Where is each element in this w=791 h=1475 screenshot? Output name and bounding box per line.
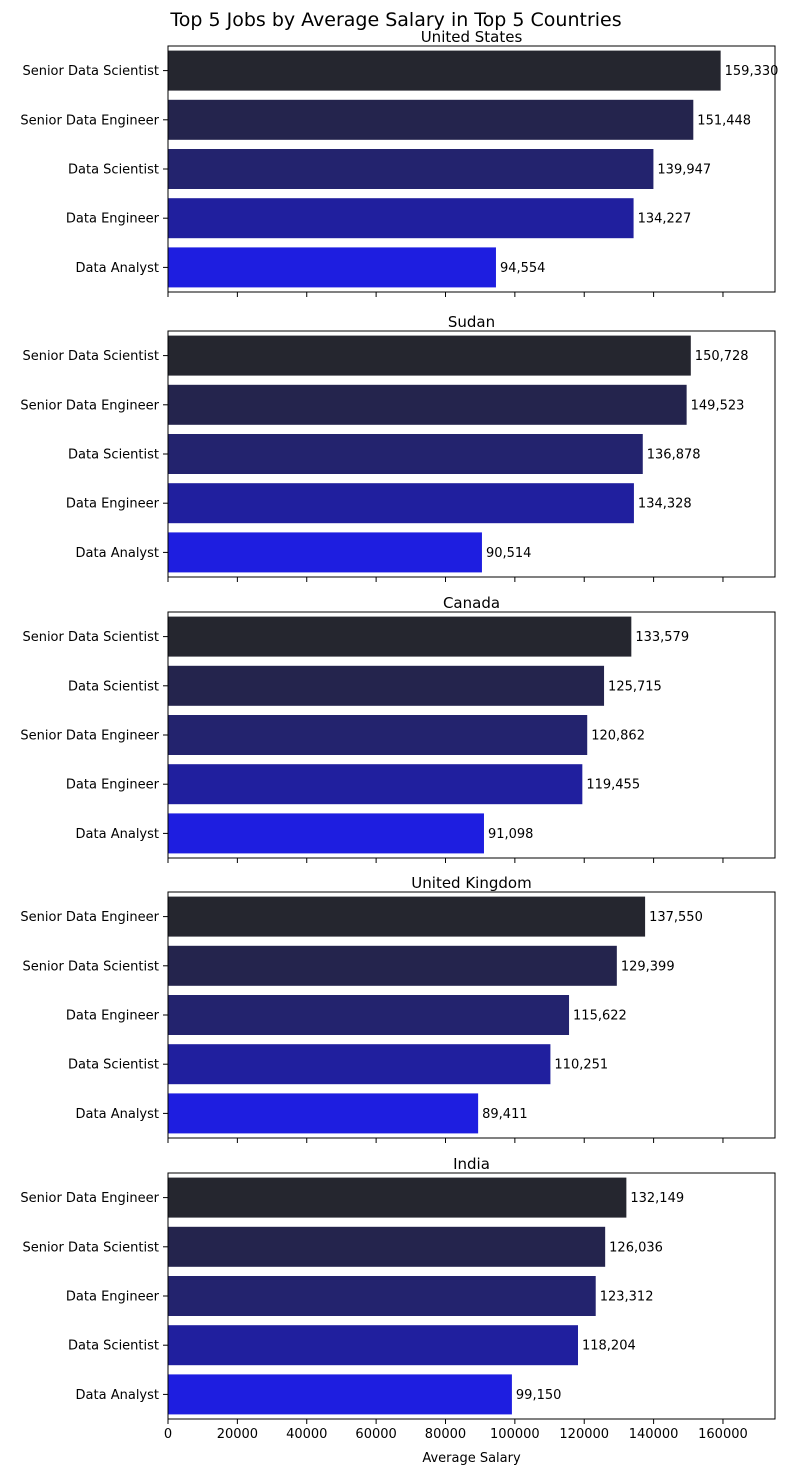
- category-label: Senior Data Engineer: [20, 113, 159, 128]
- value-label: 133,579: [635, 630, 689, 645]
- bar: [168, 813, 484, 854]
- bar: [168, 434, 643, 474]
- value-label: 134,328: [638, 497, 692, 512]
- bar: [168, 247, 496, 288]
- category-label: Data Engineer: [66, 497, 160, 512]
- x-tick-label: 40000: [286, 1427, 327, 1442]
- category-label: Senior Data Engineer: [20, 398, 159, 413]
- x-tick-label: 0: [164, 1427, 172, 1442]
- bar: [168, 198, 634, 239]
- value-label: 159,330: [725, 64, 779, 79]
- bar: [168, 715, 588, 755]
- bar: [168, 1325, 578, 1366]
- value-label: 125,715: [608, 679, 662, 694]
- bar: [168, 335, 691, 376]
- bar: [168, 896, 646, 937]
- bar: [168, 1226, 606, 1267]
- bar: [168, 50, 721, 91]
- value-label: 132,149: [630, 1191, 684, 1206]
- category-label: Data Analyst: [76, 546, 159, 561]
- category-label: Senior Data Scientist: [22, 959, 159, 974]
- panel-frame: [167, 891, 776, 1139]
- x-tick-label: 20000: [217, 1427, 258, 1442]
- panel-frame: [167, 330, 776, 578]
- category-label: Data Analyst: [76, 1107, 159, 1122]
- panel-title: India: [453, 1155, 490, 1173]
- panel-title: United States: [421, 28, 523, 46]
- category-label: Senior Data Scientist: [22, 349, 159, 364]
- value-label: 126,036: [609, 1240, 663, 1255]
- panel-title: United Kingdom: [411, 874, 531, 892]
- category-label: Senior Data Engineer: [20, 910, 159, 925]
- bar: [168, 532, 482, 573]
- category-label: Senior Data Scientist: [22, 64, 159, 79]
- category-label: Senior Data Scientist: [22, 630, 159, 645]
- bar: [168, 1276, 596, 1316]
- bar: [168, 149, 654, 189]
- category-label: Senior Data Engineer: [20, 729, 159, 744]
- value-label: 149,523: [691, 398, 745, 413]
- value-label: 94,554: [500, 261, 545, 276]
- panel-title: Sudan: [448, 313, 495, 331]
- category-label: Data Engineer: [66, 778, 160, 793]
- bar: [168, 1177, 627, 1218]
- x-tick-label: 60000: [355, 1427, 396, 1442]
- category-label: Data Scientist: [68, 679, 159, 694]
- category-label: Senior Data Engineer: [20, 1191, 159, 1206]
- bar: [168, 384, 687, 425]
- value-label: 118,204: [582, 1339, 636, 1354]
- category-label: Data Engineer: [66, 1290, 160, 1305]
- value-label: 136,878: [647, 448, 701, 463]
- category-label: Data Analyst: [76, 827, 159, 842]
- value-label: 91,098: [488, 827, 534, 842]
- value-label: 89,411: [482, 1107, 527, 1122]
- category-label: Data Scientist: [68, 1058, 159, 1073]
- bar: [168, 99, 694, 140]
- bar: [168, 764, 583, 805]
- value-label: 90,514: [486, 546, 532, 561]
- x-tick-label: 160000: [698, 1427, 748, 1442]
- value-label: 151,448: [697, 113, 751, 128]
- category-label: Senior Data Scientist: [22, 1240, 159, 1255]
- bar: [168, 945, 617, 986]
- bar: [168, 1374, 512, 1415]
- chart-title: Top 5 Jobs by Average Salary in Top 5 Co…: [169, 9, 621, 31]
- panel-frame: [167, 45, 776, 293]
- category-label: Data Scientist: [68, 1339, 159, 1354]
- category-label: Data Scientist: [68, 448, 159, 463]
- value-label: 110,251: [554, 1058, 608, 1073]
- bar: [168, 1093, 479, 1134]
- bar: [168, 483, 634, 524]
- panel-frame: [167, 1172, 776, 1420]
- panel-frame: [167, 611, 776, 859]
- value-label: 150,728: [695, 349, 749, 364]
- category-label: Data Engineer: [66, 1009, 160, 1024]
- category-label: Data Analyst: [76, 1388, 159, 1403]
- value-label: 137,550: [649, 910, 703, 925]
- bar: [168, 665, 605, 706]
- value-label: 139,947: [657, 163, 711, 178]
- bar: [168, 1044, 551, 1085]
- value-label: 119,455: [586, 778, 640, 793]
- category-label: Data Analyst: [76, 261, 159, 276]
- bar: [168, 616, 632, 657]
- value-label: 120,862: [591, 729, 645, 744]
- panel-title: Canada: [443, 594, 500, 612]
- value-label: 129,399: [621, 959, 675, 974]
- value-label: 134,227: [638, 212, 692, 227]
- category-label: Data Scientist: [68, 163, 159, 178]
- x-tick-label: 100000: [490, 1427, 540, 1442]
- value-label: 99,150: [516, 1388, 562, 1403]
- bar: [168, 995, 570, 1035]
- x-tick-label: 140000: [629, 1427, 679, 1442]
- value-label: 123,312: [600, 1290, 654, 1305]
- category-label: Data Engineer: [66, 212, 160, 227]
- x-tick-label: 80000: [425, 1427, 466, 1442]
- x-tick-label: 120000: [559, 1427, 609, 1442]
- x-axis-label: Average Salary: [422, 1451, 521, 1466]
- value-label: 115,622: [573, 1009, 627, 1024]
